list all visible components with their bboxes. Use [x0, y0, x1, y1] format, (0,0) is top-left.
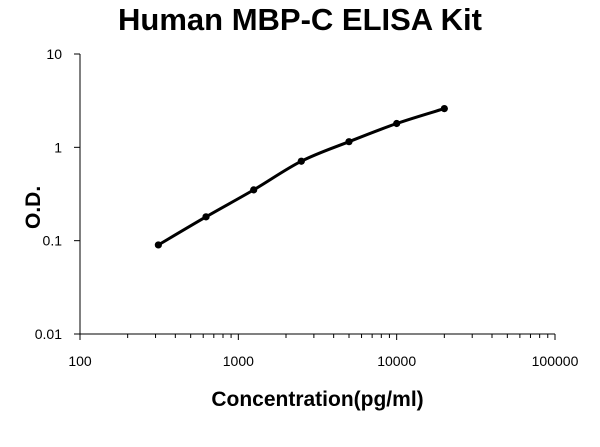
- data-point: [297, 157, 305, 165]
- axis-tick-labels: 100 1000 10000 100000 10 1 0.1 0.01: [35, 46, 579, 369]
- data-points: [154, 105, 448, 249]
- data-point: [154, 241, 162, 249]
- x-axis-label: Concentration(pg/ml): [211, 388, 424, 411]
- y-axis-label: O.D.: [22, 185, 45, 229]
- data-point: [440, 105, 448, 113]
- data-point: [345, 138, 353, 146]
- y-tick-label: 10: [46, 46, 62, 62]
- data-point: [250, 186, 258, 194]
- axes: [79, 54, 555, 335]
- axis-ticks: [74, 53, 556, 340]
- standard-curve-line: [156, 107, 446, 247]
- y-tick-label: 1: [54, 139, 62, 155]
- data-point: [202, 213, 210, 221]
- x-tick-label: 1000: [223, 353, 254, 369]
- y-tick-label: 0.1: [43, 233, 63, 249]
- x-tick-label: 10000: [377, 353, 416, 369]
- chart-title: Human MBP-C ELISA Kit: [118, 2, 482, 37]
- data-point: [393, 119, 401, 128]
- x-tick-label: 100000: [532, 353, 579, 369]
- y-tick-label: 0.01: [35, 326, 62, 342]
- x-tick-label: 100: [68, 353, 92, 369]
